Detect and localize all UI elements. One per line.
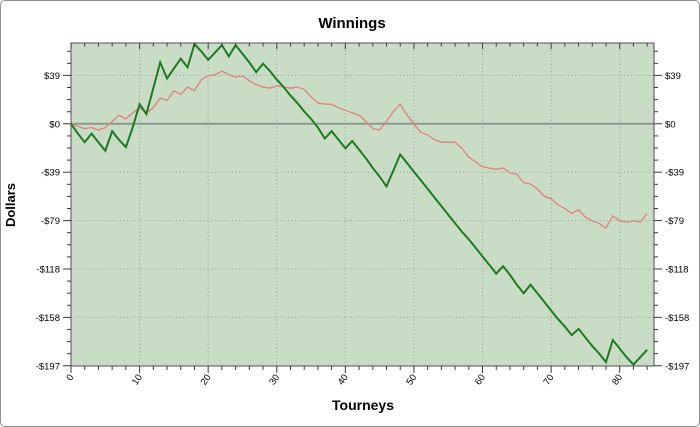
y-axis-label: Dollars xyxy=(3,183,18,227)
y-tick-label: -$79 xyxy=(41,216,60,227)
y-tick-label: -$158 xyxy=(665,313,689,324)
plot-area: $39 $39 $0 $0 -$39 -$39 -$79 -$79 -$118 -$118 -$15… xyxy=(36,42,689,387)
y-tick-label: $0 xyxy=(665,119,676,130)
x-tick-label: 30 xyxy=(267,372,282,387)
y-tick-label: -$79 xyxy=(665,216,684,227)
y-tick-label: $0 xyxy=(49,119,60,130)
winnings-red-series-line xyxy=(70,70,648,230)
y-tick-label: -$39 xyxy=(41,168,60,179)
x-tick-label: 20 xyxy=(199,372,214,387)
y-tick-label: -$118 xyxy=(665,264,689,275)
winnings-green-series-line xyxy=(70,42,648,366)
plot-frame xyxy=(70,42,655,367)
x-axis-label: Tourneys xyxy=(332,397,394,413)
y-tick-label: -$39 xyxy=(665,168,684,179)
y-tick-label: -$197 xyxy=(36,361,60,372)
y-tick-label: -$118 xyxy=(36,264,60,275)
y-tick-label: $39 xyxy=(665,71,681,82)
chart-title: Winnings xyxy=(318,15,385,32)
y-tick-label: -$197 xyxy=(665,361,689,372)
x-tick-label: 80 xyxy=(610,372,625,387)
x-tick-label: 0 xyxy=(64,372,76,383)
x-tick-label: 10 xyxy=(130,372,145,387)
y-tick-label: -$158 xyxy=(36,313,60,324)
x-tick-label: 50 xyxy=(404,372,419,387)
x-tick-label: 60 xyxy=(473,372,488,387)
x-tick-label: 70 xyxy=(541,372,556,387)
x-tick-label: 40 xyxy=(336,372,351,387)
y-tick-label: $39 xyxy=(44,71,60,82)
